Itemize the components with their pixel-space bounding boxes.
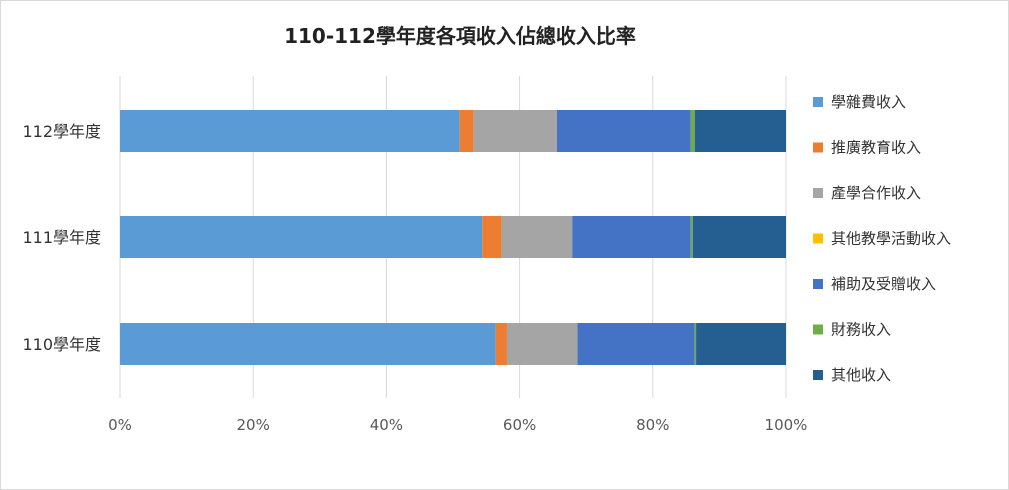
category-label: 112學年度 <box>22 122 101 141</box>
x-tick-label: 60% <box>503 416 536 434</box>
legend-swatch <box>813 188 823 198</box>
category-labels: 112學年度 111學年度 110學年度 <box>22 122 101 354</box>
bar-segment <box>482 216 502 258</box>
bar-segment <box>690 110 695 152</box>
bar-segment <box>694 110 786 152</box>
x-tick-label: 80% <box>636 416 669 434</box>
legend-swatch <box>813 279 823 289</box>
x-tick-label: 0% <box>108 416 132 434</box>
bar-segment <box>694 323 697 365</box>
bar-segment <box>556 110 691 152</box>
bar-segment <box>692 216 786 258</box>
legend-label: 其他教學活動收入 <box>831 230 951 248</box>
x-tick-label: 40% <box>370 416 403 434</box>
bar-segment <box>473 110 557 152</box>
legend-swatch <box>813 370 823 380</box>
bar-segment <box>120 323 496 365</box>
x-tick-label: 100% <box>765 416 808 434</box>
bar-segment <box>495 323 507 365</box>
category-label: 110學年度 <box>22 335 101 354</box>
bar-segment <box>501 216 573 258</box>
x-tick-label: 20% <box>237 416 270 434</box>
legend-swatch <box>813 324 823 335</box>
bar-segment <box>459 110 474 152</box>
bar-segment <box>120 110 460 152</box>
legend-swatch <box>813 142 823 153</box>
bar-segment <box>120 216 483 258</box>
bar-segment <box>690 216 693 258</box>
legend-label: 推廣教育收入 <box>831 139 921 157</box>
chart-title: 110-112學年度各項收入佔總收入比率 <box>284 24 636 48</box>
legend-label: 產學合作收入 <box>831 184 921 202</box>
bars <box>120 110 786 365</box>
bar-segment <box>577 323 695 365</box>
bar-segment <box>506 323 578 365</box>
bar-segment <box>572 216 691 258</box>
legend-label: 學雜費收入 <box>831 93 906 111</box>
legend-label: 財務收入 <box>831 321 891 339</box>
category-label: 111學年度 <box>22 228 101 247</box>
legend-swatch <box>813 97 823 107</box>
legend-label: 其他收入 <box>831 366 891 384</box>
legend-label: 補助及受贈收入 <box>831 275 936 293</box>
x-tick-labels: 0% 20% 40% 60% 80% 100% <box>108 416 807 434</box>
bar-segment <box>696 323 786 365</box>
legend-swatch <box>813 233 823 244</box>
